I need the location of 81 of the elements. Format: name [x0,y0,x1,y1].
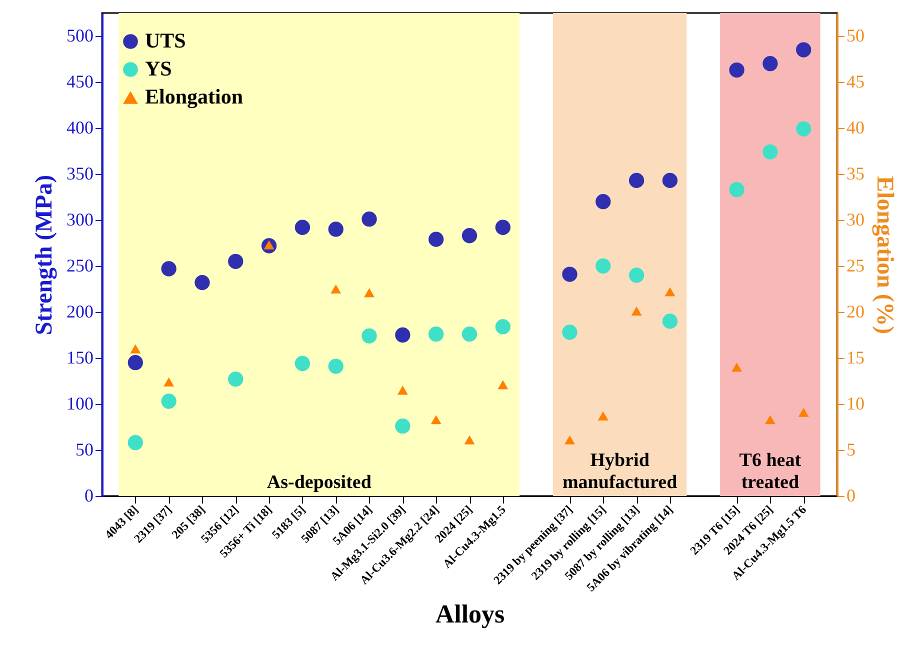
point [428,326,444,342]
y2-axis-title: Elongation (%) [872,176,898,334]
point [294,220,310,235]
point [462,326,478,342]
point [732,362,742,372]
point [729,62,744,78]
point [362,212,377,227]
point [664,287,676,296]
y-tick-label: 200 [66,302,94,322]
point [495,220,510,235]
point [564,435,575,444]
y2-tick-label: 35 [846,164,864,184]
y-tick-label: 250 [66,256,94,276]
point [628,172,644,188]
y-tick-label: 0 [84,486,94,506]
band-label: Hybrid manufactured [562,450,678,493]
point [662,172,678,188]
x-axis-title: Alloys [435,600,505,629]
point [764,415,776,424]
point [364,288,375,298]
y2-tick-label: 0 [846,486,856,506]
y2-tick-label: 30 [846,210,864,230]
point [796,121,812,136]
point [762,144,778,160]
point [397,386,408,395]
y2-tick-label: 45 [846,72,864,92]
y2-tick-label: 50 [846,26,864,46]
point [628,268,644,283]
band-label: As-deposited [266,472,372,493]
point [128,435,143,450]
point [596,194,611,210]
y-tick-label: 500 [66,26,94,46]
point [596,258,611,274]
point [562,324,578,340]
y-tick-label: 50 [76,440,94,460]
y2-tick-label: 10 [846,394,864,414]
point [328,358,344,374]
y-tick-label: 100 [66,394,94,414]
y2-tick-label: 15 [846,348,864,368]
point [395,327,410,343]
point [598,411,608,420]
point [428,232,444,247]
point [462,228,478,244]
point [128,355,143,370]
point [161,394,176,409]
legend-label: Elongation [145,84,244,108]
point [194,274,210,290]
band-label: T6 heat treated [739,450,802,493]
point [130,344,141,354]
point [495,319,510,334]
y2-tick-label: 40 [846,118,864,138]
y-axis-title: Strength (MPa) [32,174,58,336]
y2-tick-label: 20 [846,302,864,322]
y-tick-label: 450 [66,72,94,92]
point [729,182,744,198]
legend-label: UTS [145,28,186,52]
point [362,328,377,344]
point [330,284,342,294]
point [161,261,176,276]
point [464,435,475,444]
point [228,372,244,387]
point [294,356,310,372]
y2-tick-label: 5 [846,440,856,460]
point [395,418,410,434]
point [164,377,174,386]
point [562,266,578,282]
point [662,314,678,329]
point [631,306,642,316]
point [762,56,778,72]
y-tick-label: 400 [66,118,94,138]
point [498,380,508,390]
y2-tick-label: 25 [846,256,864,276]
point [228,254,244,269]
point [796,42,812,58]
point [328,222,344,237]
y-tick-label: 300 [66,210,94,230]
legend-label: YS [145,56,172,80]
y-tick-label: 350 [66,164,94,184]
y-tick-label: 150 [66,348,94,368]
point [430,415,442,424]
point [798,408,809,417]
